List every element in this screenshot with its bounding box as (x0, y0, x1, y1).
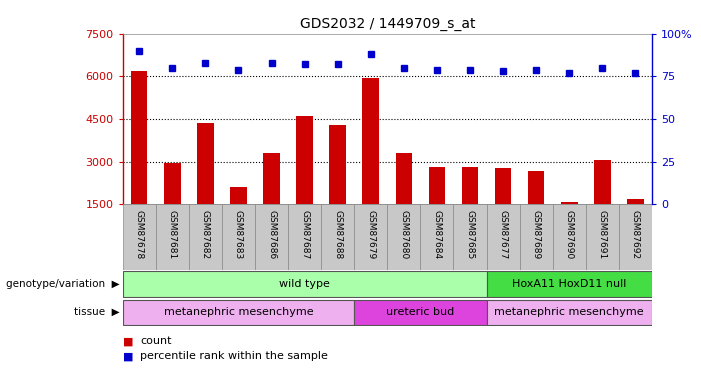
Bar (561, 201, 578, 204)
Bar (495, 168, 511, 204)
Bar (619, 204, 652, 270)
Text: GSM87680: GSM87680 (400, 210, 409, 259)
Bar (321, 204, 354, 270)
Text: tissue  ▶: tissue ▶ (74, 307, 119, 317)
Text: percentile rank within the sample: percentile rank within the sample (140, 351, 328, 361)
Text: metanephric mesenchyme: metanephric mesenchyme (494, 307, 644, 317)
Bar (627, 199, 644, 204)
Bar (354, 204, 387, 270)
Text: ■: ■ (123, 351, 133, 361)
Title: GDS2032 / 1449709_s_at: GDS2032 / 1449709_s_at (299, 17, 475, 32)
Text: GSM87690: GSM87690 (565, 210, 573, 259)
Text: genotype/variation  ▶: genotype/variation ▶ (6, 279, 119, 289)
Bar (131, 71, 147, 204)
Bar (486, 272, 652, 297)
Text: ureteric bud: ureteric bud (386, 307, 454, 317)
Bar (586, 204, 619, 270)
Text: GSM87683: GSM87683 (234, 210, 243, 259)
Bar (123, 300, 354, 325)
Bar (222, 204, 255, 270)
Bar (362, 78, 379, 204)
Text: wild type: wild type (279, 279, 330, 289)
Bar (486, 300, 652, 325)
Text: GSM87688: GSM87688 (333, 210, 342, 259)
Bar (528, 171, 545, 204)
Text: GSM87687: GSM87687 (300, 210, 309, 259)
Text: GSM87677: GSM87677 (498, 210, 508, 259)
Bar (230, 188, 247, 204)
Bar (354, 300, 486, 325)
Bar (264, 153, 280, 204)
Text: GSM87689: GSM87689 (531, 210, 540, 259)
Text: GSM87692: GSM87692 (631, 210, 640, 259)
Text: HoxA11 HoxD11 null: HoxA11 HoxD11 null (512, 279, 627, 289)
Text: GSM87684: GSM87684 (433, 210, 442, 259)
Bar (594, 160, 611, 204)
Text: GSM87678: GSM87678 (135, 210, 144, 259)
Bar (197, 123, 214, 204)
Bar (462, 167, 478, 204)
Bar (486, 204, 519, 270)
Text: GSM87681: GSM87681 (168, 210, 177, 259)
Bar (255, 204, 288, 270)
Bar (329, 125, 346, 204)
Bar (164, 163, 181, 204)
Bar (421, 204, 454, 270)
Bar (297, 116, 313, 204)
Bar (189, 204, 222, 270)
Bar (123, 272, 486, 297)
Bar (395, 153, 412, 204)
Text: ■: ■ (123, 336, 133, 346)
Text: metanephric mesenchyme: metanephric mesenchyme (163, 307, 313, 317)
Bar (288, 204, 321, 270)
Text: GSM87685: GSM87685 (465, 210, 475, 259)
Bar (552, 204, 586, 270)
Text: GSM87691: GSM87691 (598, 210, 607, 259)
Text: GSM87682: GSM87682 (201, 210, 210, 259)
Bar (387, 204, 421, 270)
Bar (454, 204, 486, 270)
Bar (123, 204, 156, 270)
Bar (156, 204, 189, 270)
Text: GSM87679: GSM87679 (366, 210, 375, 259)
Bar (519, 204, 552, 270)
Bar (428, 167, 445, 204)
Text: count: count (140, 336, 172, 346)
Text: GSM87686: GSM87686 (267, 210, 276, 259)
